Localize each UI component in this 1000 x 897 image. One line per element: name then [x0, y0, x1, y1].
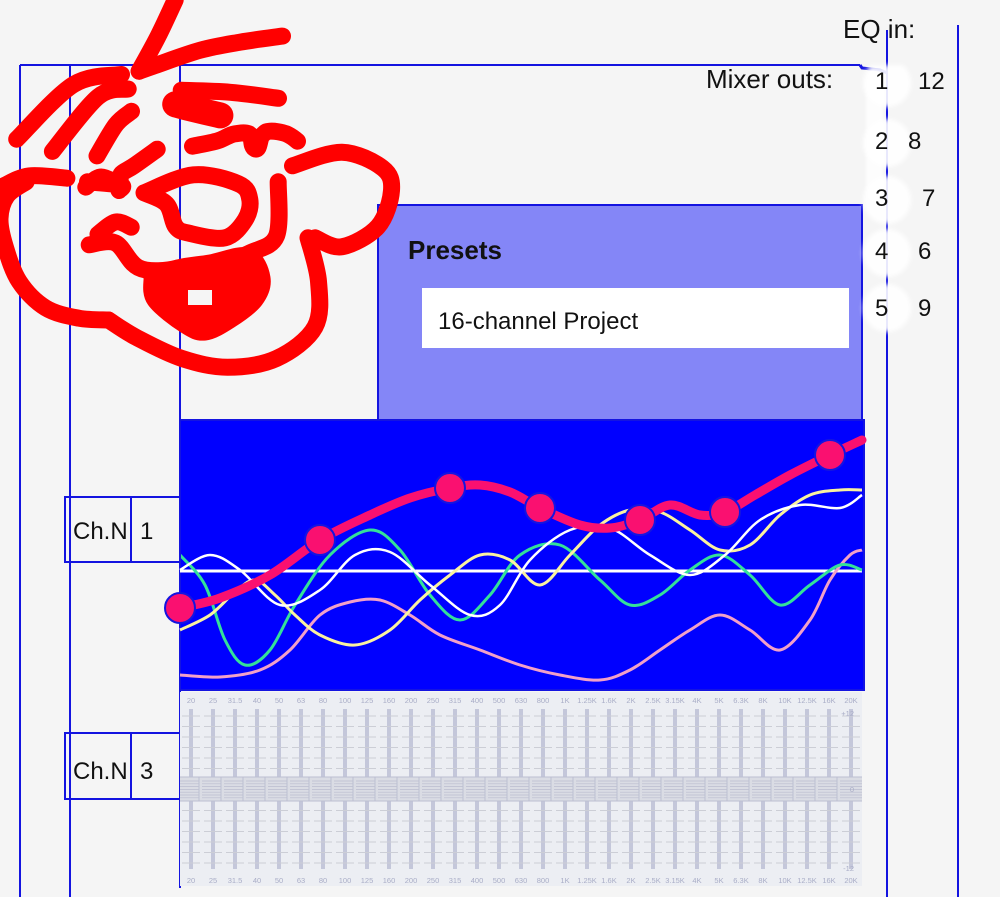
svg-text:5K: 5K — [714, 876, 723, 885]
svg-text:315: 315 — [449, 696, 462, 705]
svg-text:5K: 5K — [714, 696, 723, 705]
svg-text:20K: 20K — [844, 696, 857, 705]
svg-text:2.5K: 2.5K — [645, 696, 660, 705]
svg-text:800: 800 — [537, 876, 550, 885]
svg-text:20: 20 — [187, 696, 195, 705]
svg-text:500: 500 — [493, 876, 506, 885]
svg-text:1.25K: 1.25K — [577, 696, 597, 705]
svg-text:1.6K: 1.6K — [601, 876, 616, 885]
svg-text:125: 125 — [361, 876, 374, 885]
svg-text:160: 160 — [383, 876, 396, 885]
svg-text:-12: -12 — [843, 864, 854, 873]
svg-text:6.3K: 6.3K — [733, 876, 748, 885]
svg-text:8K: 8K — [758, 696, 767, 705]
svg-text:500: 500 — [493, 696, 506, 705]
svg-text:20: 20 — [187, 876, 195, 885]
svg-text:25: 25 — [209, 696, 217, 705]
svg-text:100: 100 — [339, 696, 352, 705]
svg-text:1.6K: 1.6K — [601, 696, 616, 705]
svg-text:+12: +12 — [841, 709, 854, 718]
svg-text:800: 800 — [537, 696, 550, 705]
svg-text:1K: 1K — [560, 696, 569, 705]
svg-text:400: 400 — [471, 876, 484, 885]
svg-text:4K: 4K — [692, 876, 701, 885]
svg-text:2K: 2K — [626, 876, 635, 885]
svg-text:3.15K: 3.15K — [665, 696, 685, 705]
svg-text:12.5K: 12.5K — [797, 876, 817, 885]
svg-text:50: 50 — [275, 876, 283, 885]
svg-text:1.25K: 1.25K — [577, 876, 597, 885]
svg-text:10K: 10K — [778, 696, 791, 705]
svg-text:2K: 2K — [626, 696, 635, 705]
svg-text:250: 250 — [427, 696, 440, 705]
svg-text:12.5K: 12.5K — [797, 696, 817, 705]
svg-text:125: 125 — [361, 696, 374, 705]
svg-text:160: 160 — [383, 696, 396, 705]
svg-text:1K: 1K — [560, 876, 569, 885]
svg-text:200: 200 — [405, 696, 418, 705]
svg-text:100: 100 — [339, 876, 352, 885]
svg-text:400: 400 — [471, 696, 484, 705]
svg-text:63: 63 — [297, 696, 305, 705]
svg-text:2.5K: 2.5K — [645, 876, 660, 885]
svg-text:25: 25 — [209, 876, 217, 885]
svg-text:10K: 10K — [778, 876, 791, 885]
svg-text:8K: 8K — [758, 876, 767, 885]
svg-text:80: 80 — [319, 696, 327, 705]
svg-text:40: 40 — [253, 696, 261, 705]
svg-text:6.3K: 6.3K — [733, 696, 748, 705]
svg-text:63: 63 — [297, 876, 305, 885]
svg-text:200: 200 — [405, 876, 418, 885]
svg-text:0: 0 — [850, 785, 854, 794]
svg-text:630: 630 — [515, 876, 528, 885]
svg-text:80: 80 — [319, 876, 327, 885]
svg-text:40: 40 — [253, 876, 261, 885]
svg-text:16K: 16K — [822, 696, 835, 705]
svg-text:20K: 20K — [844, 876, 857, 885]
svg-text:3.15K: 3.15K — [665, 876, 685, 885]
svg-text:315: 315 — [449, 876, 462, 885]
svg-text:31.5: 31.5 — [228, 876, 243, 885]
svg-text:250: 250 — [427, 876, 440, 885]
svg-text:31.5: 31.5 — [228, 696, 243, 705]
svg-text:16K: 16K — [822, 876, 835, 885]
svg-text:4K: 4K — [692, 696, 701, 705]
svg-text:50: 50 — [275, 696, 283, 705]
svg-text:630: 630 — [515, 696, 528, 705]
